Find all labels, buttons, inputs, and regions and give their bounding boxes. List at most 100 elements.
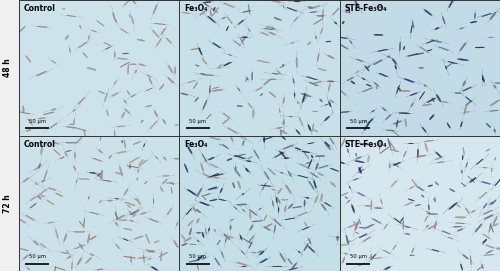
Ellipse shape bbox=[294, 93, 295, 97]
Ellipse shape bbox=[24, 255, 28, 259]
Ellipse shape bbox=[26, 215, 34, 220]
Ellipse shape bbox=[427, 98, 436, 102]
Ellipse shape bbox=[274, 152, 283, 158]
Ellipse shape bbox=[104, 93, 108, 102]
Ellipse shape bbox=[246, 168, 250, 173]
Ellipse shape bbox=[427, 213, 438, 214]
Ellipse shape bbox=[228, 54, 232, 56]
Ellipse shape bbox=[170, 182, 174, 185]
Ellipse shape bbox=[496, 248, 500, 249]
Ellipse shape bbox=[394, 162, 400, 166]
Ellipse shape bbox=[69, 124, 73, 125]
Ellipse shape bbox=[26, 130, 31, 131]
Ellipse shape bbox=[35, 183, 38, 185]
Ellipse shape bbox=[482, 241, 484, 245]
Ellipse shape bbox=[74, 231, 85, 232]
Ellipse shape bbox=[449, 202, 457, 209]
Ellipse shape bbox=[78, 97, 84, 105]
Ellipse shape bbox=[224, 62, 231, 66]
Ellipse shape bbox=[398, 88, 401, 91]
Ellipse shape bbox=[470, 178, 476, 183]
Ellipse shape bbox=[200, 73, 205, 75]
Ellipse shape bbox=[56, 193, 62, 196]
Ellipse shape bbox=[346, 235, 348, 244]
Ellipse shape bbox=[278, 207, 279, 212]
Ellipse shape bbox=[198, 48, 202, 55]
Ellipse shape bbox=[106, 110, 108, 116]
Ellipse shape bbox=[187, 145, 192, 154]
Ellipse shape bbox=[288, 204, 293, 209]
Ellipse shape bbox=[281, 199, 288, 200]
Ellipse shape bbox=[287, 7, 297, 11]
Ellipse shape bbox=[230, 225, 232, 230]
Ellipse shape bbox=[280, 253, 285, 262]
Ellipse shape bbox=[393, 163, 399, 167]
Ellipse shape bbox=[283, 5, 284, 8]
Ellipse shape bbox=[168, 208, 172, 215]
Ellipse shape bbox=[486, 149, 490, 151]
Ellipse shape bbox=[384, 224, 387, 229]
Ellipse shape bbox=[248, 28, 250, 31]
Ellipse shape bbox=[39, 189, 46, 195]
Ellipse shape bbox=[75, 128, 86, 131]
Ellipse shape bbox=[367, 66, 370, 68]
Ellipse shape bbox=[380, 147, 389, 153]
Ellipse shape bbox=[442, 231, 450, 234]
Ellipse shape bbox=[234, 155, 245, 159]
Ellipse shape bbox=[468, 176, 475, 183]
Ellipse shape bbox=[463, 254, 468, 259]
Ellipse shape bbox=[246, 168, 248, 172]
Ellipse shape bbox=[209, 85, 210, 93]
Ellipse shape bbox=[482, 78, 484, 82]
Ellipse shape bbox=[438, 47, 448, 51]
Ellipse shape bbox=[161, 28, 166, 35]
Ellipse shape bbox=[120, 166, 122, 176]
Ellipse shape bbox=[315, 196, 318, 203]
Ellipse shape bbox=[160, 84, 164, 90]
Ellipse shape bbox=[308, 143, 314, 144]
Ellipse shape bbox=[483, 167, 487, 168]
Ellipse shape bbox=[260, 259, 268, 263]
Ellipse shape bbox=[308, 246, 314, 253]
Ellipse shape bbox=[234, 154, 245, 157]
Ellipse shape bbox=[304, 152, 308, 159]
Ellipse shape bbox=[490, 100, 500, 106]
Ellipse shape bbox=[300, 163, 310, 169]
Ellipse shape bbox=[88, 196, 90, 199]
Ellipse shape bbox=[412, 248, 414, 253]
Ellipse shape bbox=[482, 264, 483, 269]
Ellipse shape bbox=[446, 63, 452, 68]
Ellipse shape bbox=[345, 11, 349, 13]
Ellipse shape bbox=[490, 12, 496, 20]
Ellipse shape bbox=[86, 257, 91, 263]
Ellipse shape bbox=[284, 206, 286, 212]
Ellipse shape bbox=[442, 16, 445, 24]
Ellipse shape bbox=[296, 130, 300, 134]
Ellipse shape bbox=[138, 169, 139, 173]
Ellipse shape bbox=[226, 26, 228, 31]
Ellipse shape bbox=[114, 52, 116, 57]
Ellipse shape bbox=[204, 4, 209, 7]
Ellipse shape bbox=[337, 237, 338, 241]
Ellipse shape bbox=[203, 173, 211, 178]
Ellipse shape bbox=[282, 64, 284, 67]
Ellipse shape bbox=[318, 173, 323, 176]
Ellipse shape bbox=[302, 151, 310, 153]
Ellipse shape bbox=[188, 189, 196, 195]
Ellipse shape bbox=[457, 205, 460, 207]
Ellipse shape bbox=[262, 33, 268, 36]
Ellipse shape bbox=[368, 118, 373, 124]
Ellipse shape bbox=[460, 43, 466, 51]
Ellipse shape bbox=[98, 91, 104, 94]
Ellipse shape bbox=[265, 224, 272, 228]
Ellipse shape bbox=[98, 150, 102, 153]
Ellipse shape bbox=[90, 236, 96, 240]
Ellipse shape bbox=[123, 238, 128, 241]
Ellipse shape bbox=[195, 97, 198, 102]
Ellipse shape bbox=[470, 21, 477, 23]
Ellipse shape bbox=[211, 8, 218, 13]
Ellipse shape bbox=[104, 42, 112, 47]
Ellipse shape bbox=[252, 110, 254, 117]
Ellipse shape bbox=[249, 242, 252, 249]
Ellipse shape bbox=[264, 171, 269, 180]
